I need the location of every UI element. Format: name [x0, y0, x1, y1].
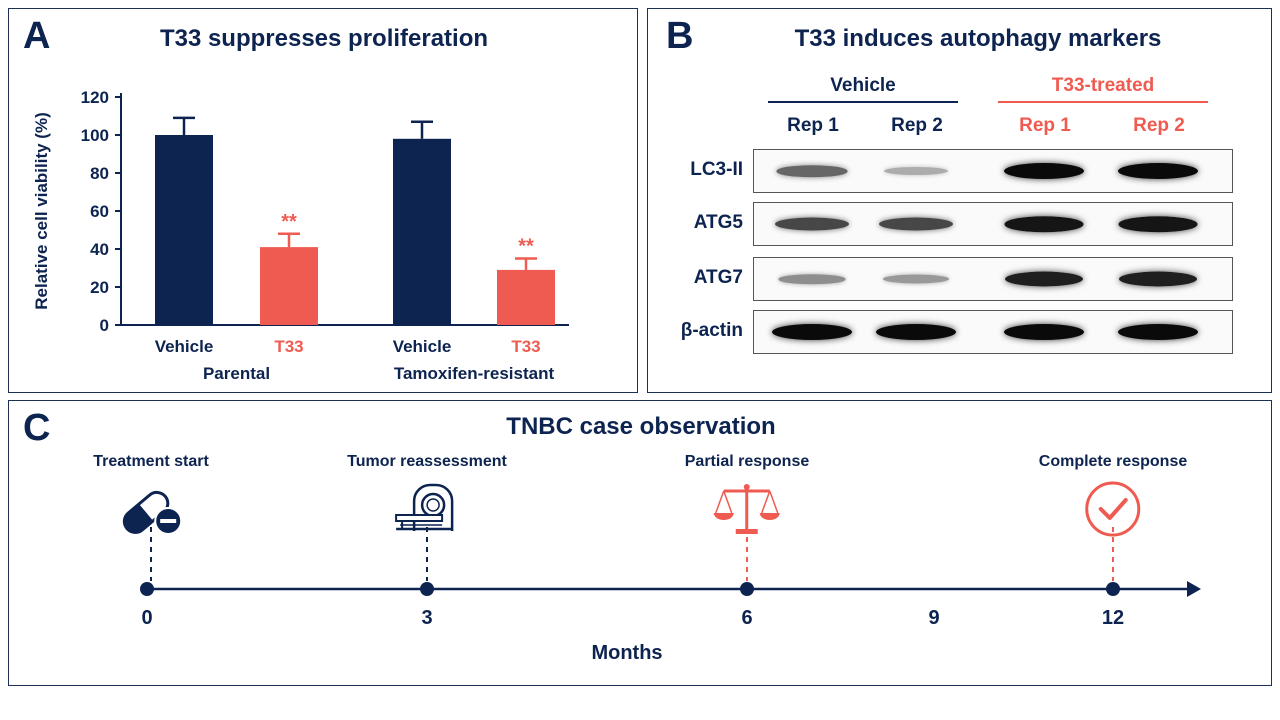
col-head-treated-rep2: Rep 2 [1133, 115, 1185, 136]
group-head-vehicle: Vehicle [830, 75, 896, 96]
blot-strip [753, 310, 1233, 354]
x-tick-label: Vehicle [155, 337, 214, 356]
significance-marker: ** [518, 236, 534, 258]
blot-band [879, 217, 953, 231]
event-label: Partial response [684, 453, 810, 470]
blot-band [1118, 163, 1198, 179]
blot-row-label: β-actin [680, 320, 743, 341]
blot-row-label: ATG5 [693, 212, 743, 233]
group-label: Parental [203, 364, 270, 383]
panel-a: A T33 suppresses proliferation 0 20 40 60 80… [8, 8, 638, 393]
blot-band [772, 324, 852, 340]
col-head-treated-rep1: Rep 1 [1019, 115, 1071, 136]
timeline-axis [140, 527, 1201, 597]
panel-b-title: T33 induces autophagy markers [794, 25, 1162, 52]
panel-letter-a: A [23, 15, 51, 57]
blot-band [1005, 271, 1083, 287]
blot-band [775, 217, 849, 231]
pill-icon [122, 490, 182, 535]
col-head-vehicle-rep1: Rep 1 [787, 115, 839, 136]
scanner-icon [395, 483, 454, 531]
event-treatment-start: Treatment start [93, 453, 209, 544]
blot-band [1004, 216, 1084, 232]
x-tick-label: T33 [511, 337, 540, 356]
event-complete-response: Complete response [1039, 453, 1187, 544]
blot-row-label: ATG7 [693, 267, 743, 288]
timeline-axis-label: Months [591, 642, 663, 664]
y-tick-label: 40 [90, 240, 109, 259]
blot-band [883, 274, 949, 284]
tick-6: 6 [741, 607, 753, 629]
bar [497, 269, 555, 325]
event-label: Tumor reassessment [347, 453, 507, 470]
tick-0: 0 [141, 607, 153, 629]
y-tick-label: 60 [90, 202, 109, 221]
significance-marker: ** [281, 211, 297, 233]
group-head-treated: T33-treated [1051, 75, 1155, 96]
tick-3: 3 [421, 607, 433, 629]
panel-letter-c: C [23, 407, 51, 449]
event-label: Treatment start [93, 453, 209, 470]
blot-band [876, 324, 956, 340]
blot-band [1119, 271, 1197, 287]
blot-strip [753, 257, 1233, 301]
group-label: Tamoxifen-resistant [394, 364, 555, 383]
tick-12: 12 [1101, 607, 1125, 629]
y-tick-label: 80 [90, 164, 109, 183]
panel-b: B T33 induces autophagy markers Vehicle … [647, 8, 1272, 393]
y-tick-label: 0 [100, 316, 109, 335]
bar [260, 247, 318, 325]
event-tumor-reassessment: Tumor reassessment [347, 453, 507, 544]
panel-c: C TNBC case observation Treatment start … [8, 400, 1272, 686]
col-head-vehicle-rep2: Rep 2 [891, 115, 943, 136]
group-line-treated [998, 101, 1208, 103]
blot-strip [753, 202, 1233, 246]
panel-a-title: T33 suppresses proliferation [159, 25, 489, 52]
blot-band [1118, 324, 1198, 340]
blot-band [884, 167, 948, 175]
bar [155, 135, 213, 325]
blot-band [1004, 324, 1084, 340]
event-partial-response: Partial response [684, 453, 810, 544]
group-line-vehicle [768, 101, 958, 103]
x-tick-label: Vehicle [393, 337, 452, 356]
blot-band [1004, 163, 1084, 179]
blot-band [776, 165, 848, 177]
blot-band [1118, 216, 1198, 232]
event-label: Complete response [1038, 453, 1188, 470]
check-circle-icon [1085, 481, 1141, 537]
blot-band [778, 274, 846, 284]
y-tick-label: 100 [81, 126, 109, 145]
y-tick-label: 20 [90, 278, 109, 297]
y-axis-label: Relative cell viability (%) [32, 112, 51, 309]
panel-letter-b: B [666, 15, 694, 57]
bar [393, 138, 451, 325]
blot-row-label: LC3-II [690, 159, 743, 180]
blot-strip [753, 149, 1233, 193]
bar-chart: 0 20 40 60 80 100 120 Relative cell viability (… [32, 88, 569, 383]
tick-9: 9 [928, 607, 940, 629]
x-tick-label: T33 [274, 337, 303, 356]
panel-c-title: TNBC case observation [506, 413, 776, 440]
y-tick-label: 120 [81, 88, 109, 107]
